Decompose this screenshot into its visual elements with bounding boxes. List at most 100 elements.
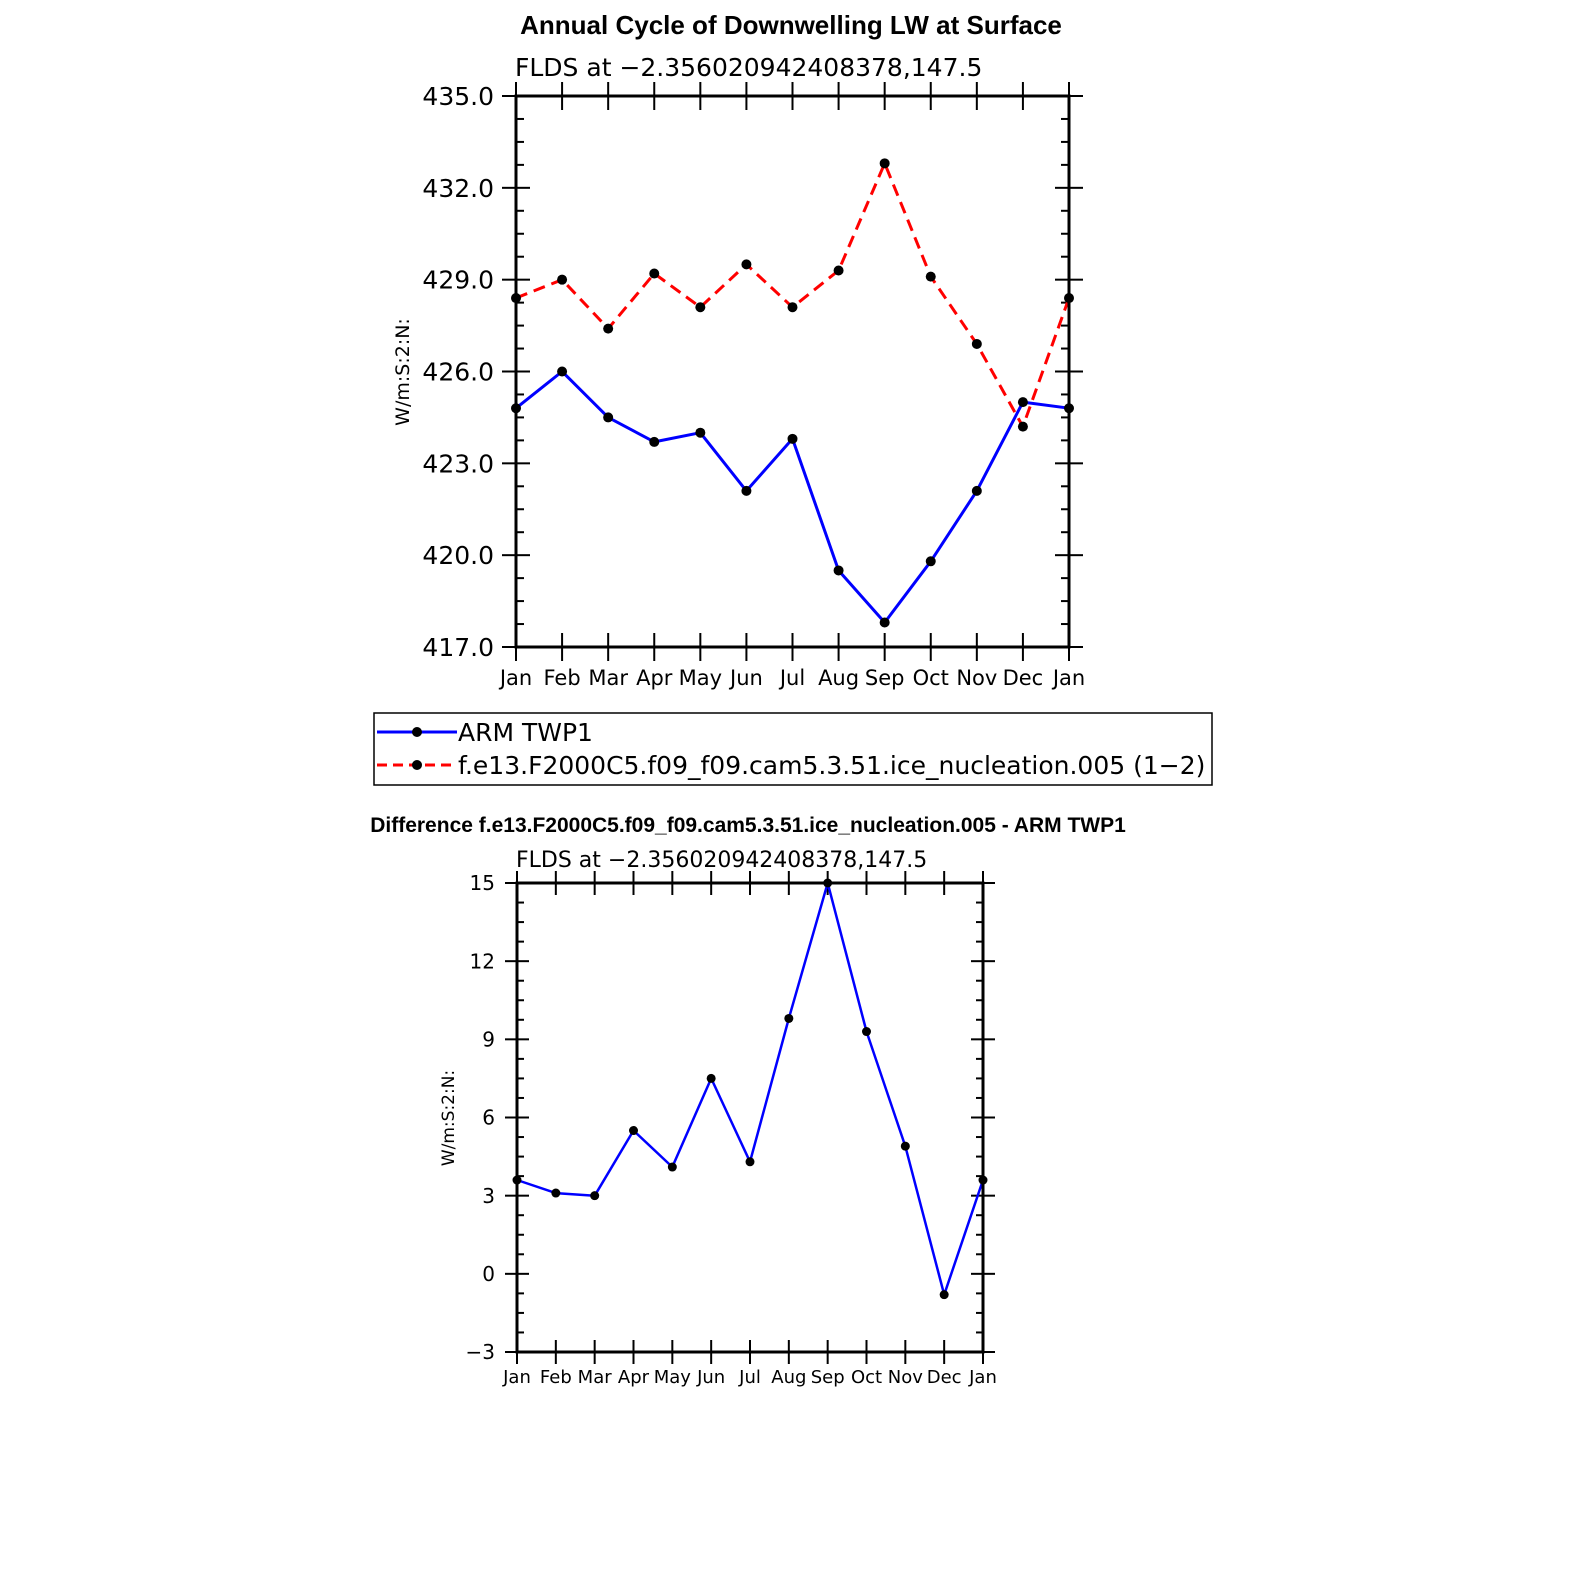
data-point [557, 274, 568, 285]
series-line-1 [515, 161, 1071, 429]
chart2-ylabel: W/m:S:2:N: [439, 1070, 459, 1166]
legend-marker-model [412, 760, 422, 770]
ytick-label: 429.0 [422, 266, 494, 295]
ytick-label: 9 [482, 1028, 495, 1052]
data-point [603, 412, 614, 423]
legend-item-arm: ARM TWP1 [377, 718, 593, 747]
legend-box [373, 712, 1213, 786]
legend-item-model: f.e13.F2000C5.f09_f09.cam5.3.51.ice_nucl… [377, 751, 1205, 780]
data-point [925, 271, 936, 282]
data-point [833, 265, 844, 276]
legend-marker-arm [412, 727, 422, 737]
data-point [862, 1027, 871, 1037]
data-point [1017, 397, 1028, 408]
data-point [971, 338, 982, 349]
ytick-label: 12 [470, 949, 495, 973]
data-point [603, 323, 614, 334]
annual-cycle-chart: Annual Cycle of Downwelling LW at Surfac… [373, 10, 1213, 786]
data-point [900, 1141, 910, 1151]
xtick-label: Jun [728, 666, 763, 690]
data-point [741, 259, 752, 270]
xtick-label: Sep [865, 666, 905, 690]
xtick-label: Nov [956, 666, 997, 690]
data-point [784, 1013, 794, 1023]
data-point [741, 485, 752, 496]
data-point [649, 436, 660, 447]
difference-chart: Difference f.e13.F2000C5.f09_f09.cam5.3.… [370, 814, 1126, 1388]
data-point [971, 485, 982, 496]
xtick-label: Sep [811, 1367, 845, 1388]
ytick-label: 15 [470, 871, 495, 895]
xtick-label: Jul [778, 666, 805, 690]
data-point [695, 427, 706, 438]
xtick-label: Jan [498, 666, 532, 690]
chart2-xtick-labels: Jan Feb Mar Apr May Jun Jul Aug Sep Oct Nov Dec Jan [502, 1367, 997, 1388]
chart2-series [512, 878, 988, 1300]
ytick-label: 426.0 [422, 358, 494, 387]
xtick-label: Aug [771, 1367, 806, 1388]
chart1-plot-frame [514, 94, 1071, 649]
ytick-label: −3 [466, 1340, 495, 1364]
data-point [879, 617, 890, 628]
data-point [590, 1191, 600, 1201]
data-point [745, 1157, 755, 1167]
data-point [695, 302, 706, 313]
chart1-ylabel: W/m:S:2:N: [392, 318, 414, 426]
series-line-0 [516, 881, 985, 1296]
chart2-plot-frame [515, 881, 985, 1354]
xtick-label: Dec [927, 1367, 962, 1388]
xtick-label: May [654, 1367, 692, 1388]
xtick-label: Jan [968, 1367, 997, 1388]
ytick-label: 423.0 [422, 449, 494, 478]
ytick-label: 417.0 [422, 633, 494, 662]
data-point [925, 556, 936, 567]
ytick-label: 6 [482, 1106, 495, 1130]
data-point [667, 1162, 677, 1172]
xtick-label: Jun [696, 1367, 725, 1388]
xtick-label: Aug [818, 666, 859, 690]
data-point [879, 158, 890, 169]
chart1-ticks [502, 82, 1083, 661]
xtick-label: Apr [636, 666, 673, 690]
chart1-xtick-labels: Jan Feb Mar Apr May Jun Jul Aug Sep Oct Nov Dec Jan [498, 666, 1085, 690]
data-point [706, 1073, 716, 1083]
xtick-label: Mar [588, 666, 628, 690]
xtick-label: Oct [851, 1367, 882, 1388]
chart2-title: Difference f.e13.F2000C5.f09_f09.cam5.3.… [370, 814, 1126, 837]
xtick-label: Jul [738, 1367, 761, 1388]
chart1-subtitle: FLDS at −2.356020942408378,147.5 [515, 53, 982, 82]
chart2-ticks [505, 871, 995, 1364]
data-point [551, 1188, 561, 1198]
chart1-legend: ARM TWP1 f.e13.F2000C5.f09_f09.cam5.3.51… [373, 712, 1213, 786]
xtick-label: Jan [502, 1367, 531, 1388]
chart2-subtitle: FLDS at −2.356020942408378,147.5 [516, 848, 927, 873]
xtick-label: Feb [543, 666, 580, 690]
xtick-label: Feb [540, 1367, 572, 1388]
chart1-title: Annual Cycle of Downwelling LW at Surfac… [520, 10, 1062, 40]
data-point [629, 1126, 638, 1136]
chart2-ytick-labels: −3 0 3 6 9 12 15 [466, 871, 495, 1364]
chart1-ytick-labels: 417.0 420.0 423.0 426.0 429.0 432.0 435.0 [422, 82, 494, 662]
data-point [557, 366, 568, 377]
xtick-label: Oct [913, 666, 949, 690]
data-point [787, 302, 798, 313]
ytick-label: 432.0 [422, 174, 494, 203]
series-line-0 [515, 370, 1070, 624]
data-point [787, 433, 798, 444]
ytick-label: 3 [482, 1184, 495, 1208]
xtick-label: Nov [888, 1367, 923, 1388]
legend-label-arm: ARM TWP1 [458, 718, 593, 747]
xtick-label: Mar [578, 1367, 613, 1388]
xtick-label: Jan [1051, 666, 1085, 690]
chart1-series [511, 158, 1074, 628]
legend-label-model: f.e13.F2000C5.f09_f09.cam5.3.51.ice_nucl… [458, 751, 1205, 780]
data-point [649, 268, 660, 279]
ytick-label: 420.0 [422, 541, 494, 570]
xtick-label: Dec [1003, 666, 1044, 690]
ytick-label: 435.0 [422, 82, 494, 111]
data-point [939, 1290, 949, 1300]
data-point [1017, 421, 1028, 432]
data-point [833, 565, 844, 576]
xtick-label: Apr [618, 1367, 650, 1388]
